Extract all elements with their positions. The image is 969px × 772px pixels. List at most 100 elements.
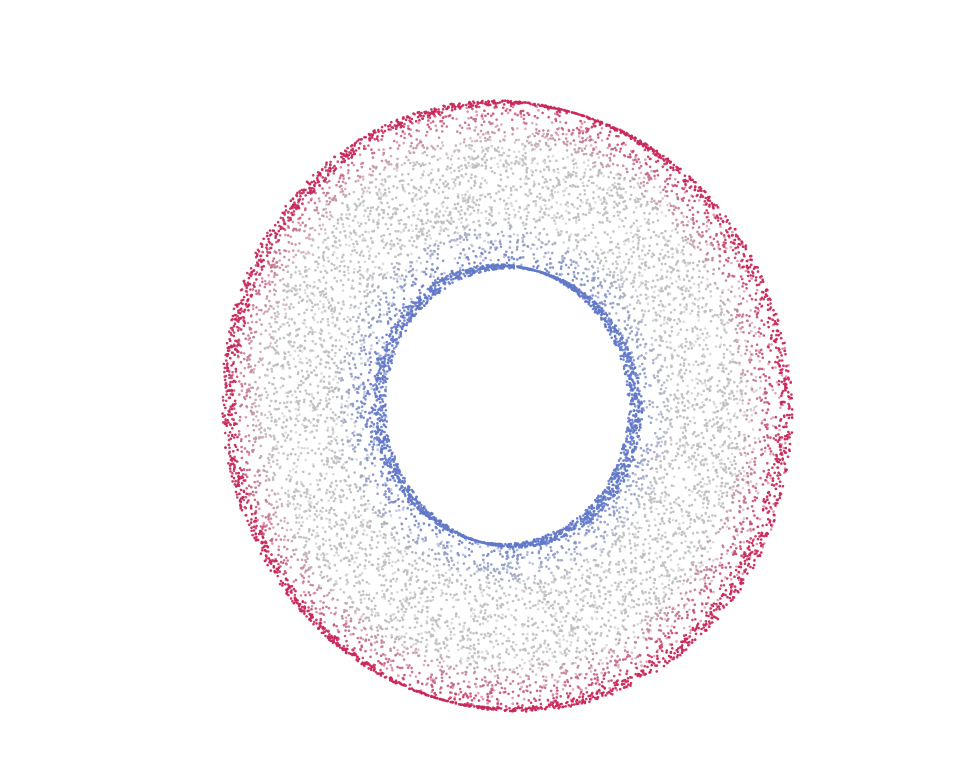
point <box>706 368 709 372</box>
point <box>228 446 231 450</box>
point <box>478 233 482 236</box>
point <box>523 661 526 665</box>
point <box>685 328 689 332</box>
point <box>671 372 674 375</box>
point <box>342 623 346 627</box>
point <box>470 144 474 147</box>
point <box>583 120 586 124</box>
point <box>481 117 485 120</box>
point <box>665 365 669 369</box>
point <box>678 579 682 583</box>
point <box>317 307 321 310</box>
point <box>386 271 389 275</box>
point <box>434 569 438 573</box>
point <box>736 308 739 312</box>
point <box>755 397 759 400</box>
point <box>499 159 502 162</box>
point <box>426 123 430 126</box>
point <box>292 503 295 506</box>
point <box>712 268 715 271</box>
point <box>750 388 754 391</box>
point <box>627 488 631 492</box>
point <box>716 313 719 317</box>
point <box>669 558 673 562</box>
point <box>520 658 524 661</box>
point <box>659 459 662 463</box>
point <box>349 318 352 322</box>
point <box>320 372 323 375</box>
point <box>589 670 593 673</box>
point <box>358 312 362 316</box>
point <box>334 606 337 610</box>
point <box>692 416 696 420</box>
point <box>383 273 386 276</box>
point <box>318 337 322 340</box>
point <box>318 200 321 203</box>
point <box>657 294 660 297</box>
point <box>335 435 339 439</box>
point <box>353 506 356 509</box>
point <box>414 642 418 646</box>
point <box>350 417 353 421</box>
point <box>625 506 629 510</box>
point <box>631 471 635 475</box>
point <box>498 139 502 143</box>
point <box>348 514 351 517</box>
point <box>305 356 308 360</box>
point <box>684 591 688 594</box>
point <box>484 139 487 143</box>
point <box>391 659 395 663</box>
point <box>719 489 722 493</box>
point <box>298 349 302 353</box>
point <box>730 577 733 581</box>
point <box>320 612 323 615</box>
point <box>335 532 339 536</box>
point <box>482 561 486 564</box>
point <box>258 507 261 511</box>
point <box>395 509 398 512</box>
point <box>477 691 480 695</box>
point <box>481 176 484 180</box>
point <box>604 597 607 601</box>
point <box>701 577 705 581</box>
point <box>575 221 578 224</box>
point <box>238 419 242 422</box>
point <box>677 466 681 470</box>
point <box>386 212 390 216</box>
point <box>708 481 712 485</box>
point <box>344 546 348 549</box>
point <box>413 204 416 208</box>
point <box>646 280 650 284</box>
point <box>552 216 555 220</box>
point <box>333 308 337 312</box>
point <box>296 558 300 561</box>
point <box>701 276 705 279</box>
point <box>619 489 623 492</box>
point <box>682 278 686 281</box>
point <box>641 468 644 472</box>
point <box>392 296 396 300</box>
point <box>519 675 522 679</box>
point <box>706 550 709 553</box>
point <box>354 375 357 379</box>
point <box>615 148 618 152</box>
point <box>680 356 684 360</box>
point <box>261 250 265 254</box>
point <box>312 529 315 532</box>
point <box>490 695 494 698</box>
point <box>579 691 583 694</box>
point <box>609 613 613 617</box>
point <box>479 262 482 265</box>
point <box>318 300 322 303</box>
point <box>368 290 372 294</box>
point <box>290 539 294 543</box>
point <box>567 192 571 196</box>
point <box>268 410 271 414</box>
point <box>252 428 256 432</box>
point <box>434 525 438 529</box>
point <box>739 472 743 475</box>
point <box>395 484 398 487</box>
point <box>559 651 562 654</box>
point <box>248 358 251 361</box>
point <box>274 532 277 536</box>
